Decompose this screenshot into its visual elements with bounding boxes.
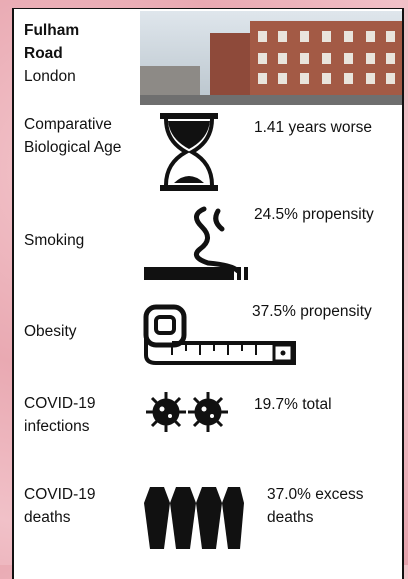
place: London [24,68,76,85]
tape-measure-icon [143,304,296,365]
street-photo [140,11,402,105]
card: Fulham Road London Comparative Biologica… [12,8,404,579]
row-value: 1.41 years worse [254,119,373,136]
row-label: Comparative Biological Age [24,116,122,156]
row-value: 24.5% propensity [254,206,374,223]
row-value: 37.5% propensity [252,303,372,320]
row-label: Smoking [24,232,85,249]
row-value: 37.0% excess deaths [267,486,364,526]
cigarette-icon [144,206,248,280]
row-label: Obesity [24,323,77,340]
row-label: COVID-19 deaths [24,486,96,526]
virus-icon [146,392,228,432]
row-value: 19.7% total [254,396,332,413]
hourglass-icon [160,113,218,191]
title: Fulham Road [24,22,80,62]
row-label: COVID-19 infections [24,395,96,435]
coffins-icon [144,487,244,549]
